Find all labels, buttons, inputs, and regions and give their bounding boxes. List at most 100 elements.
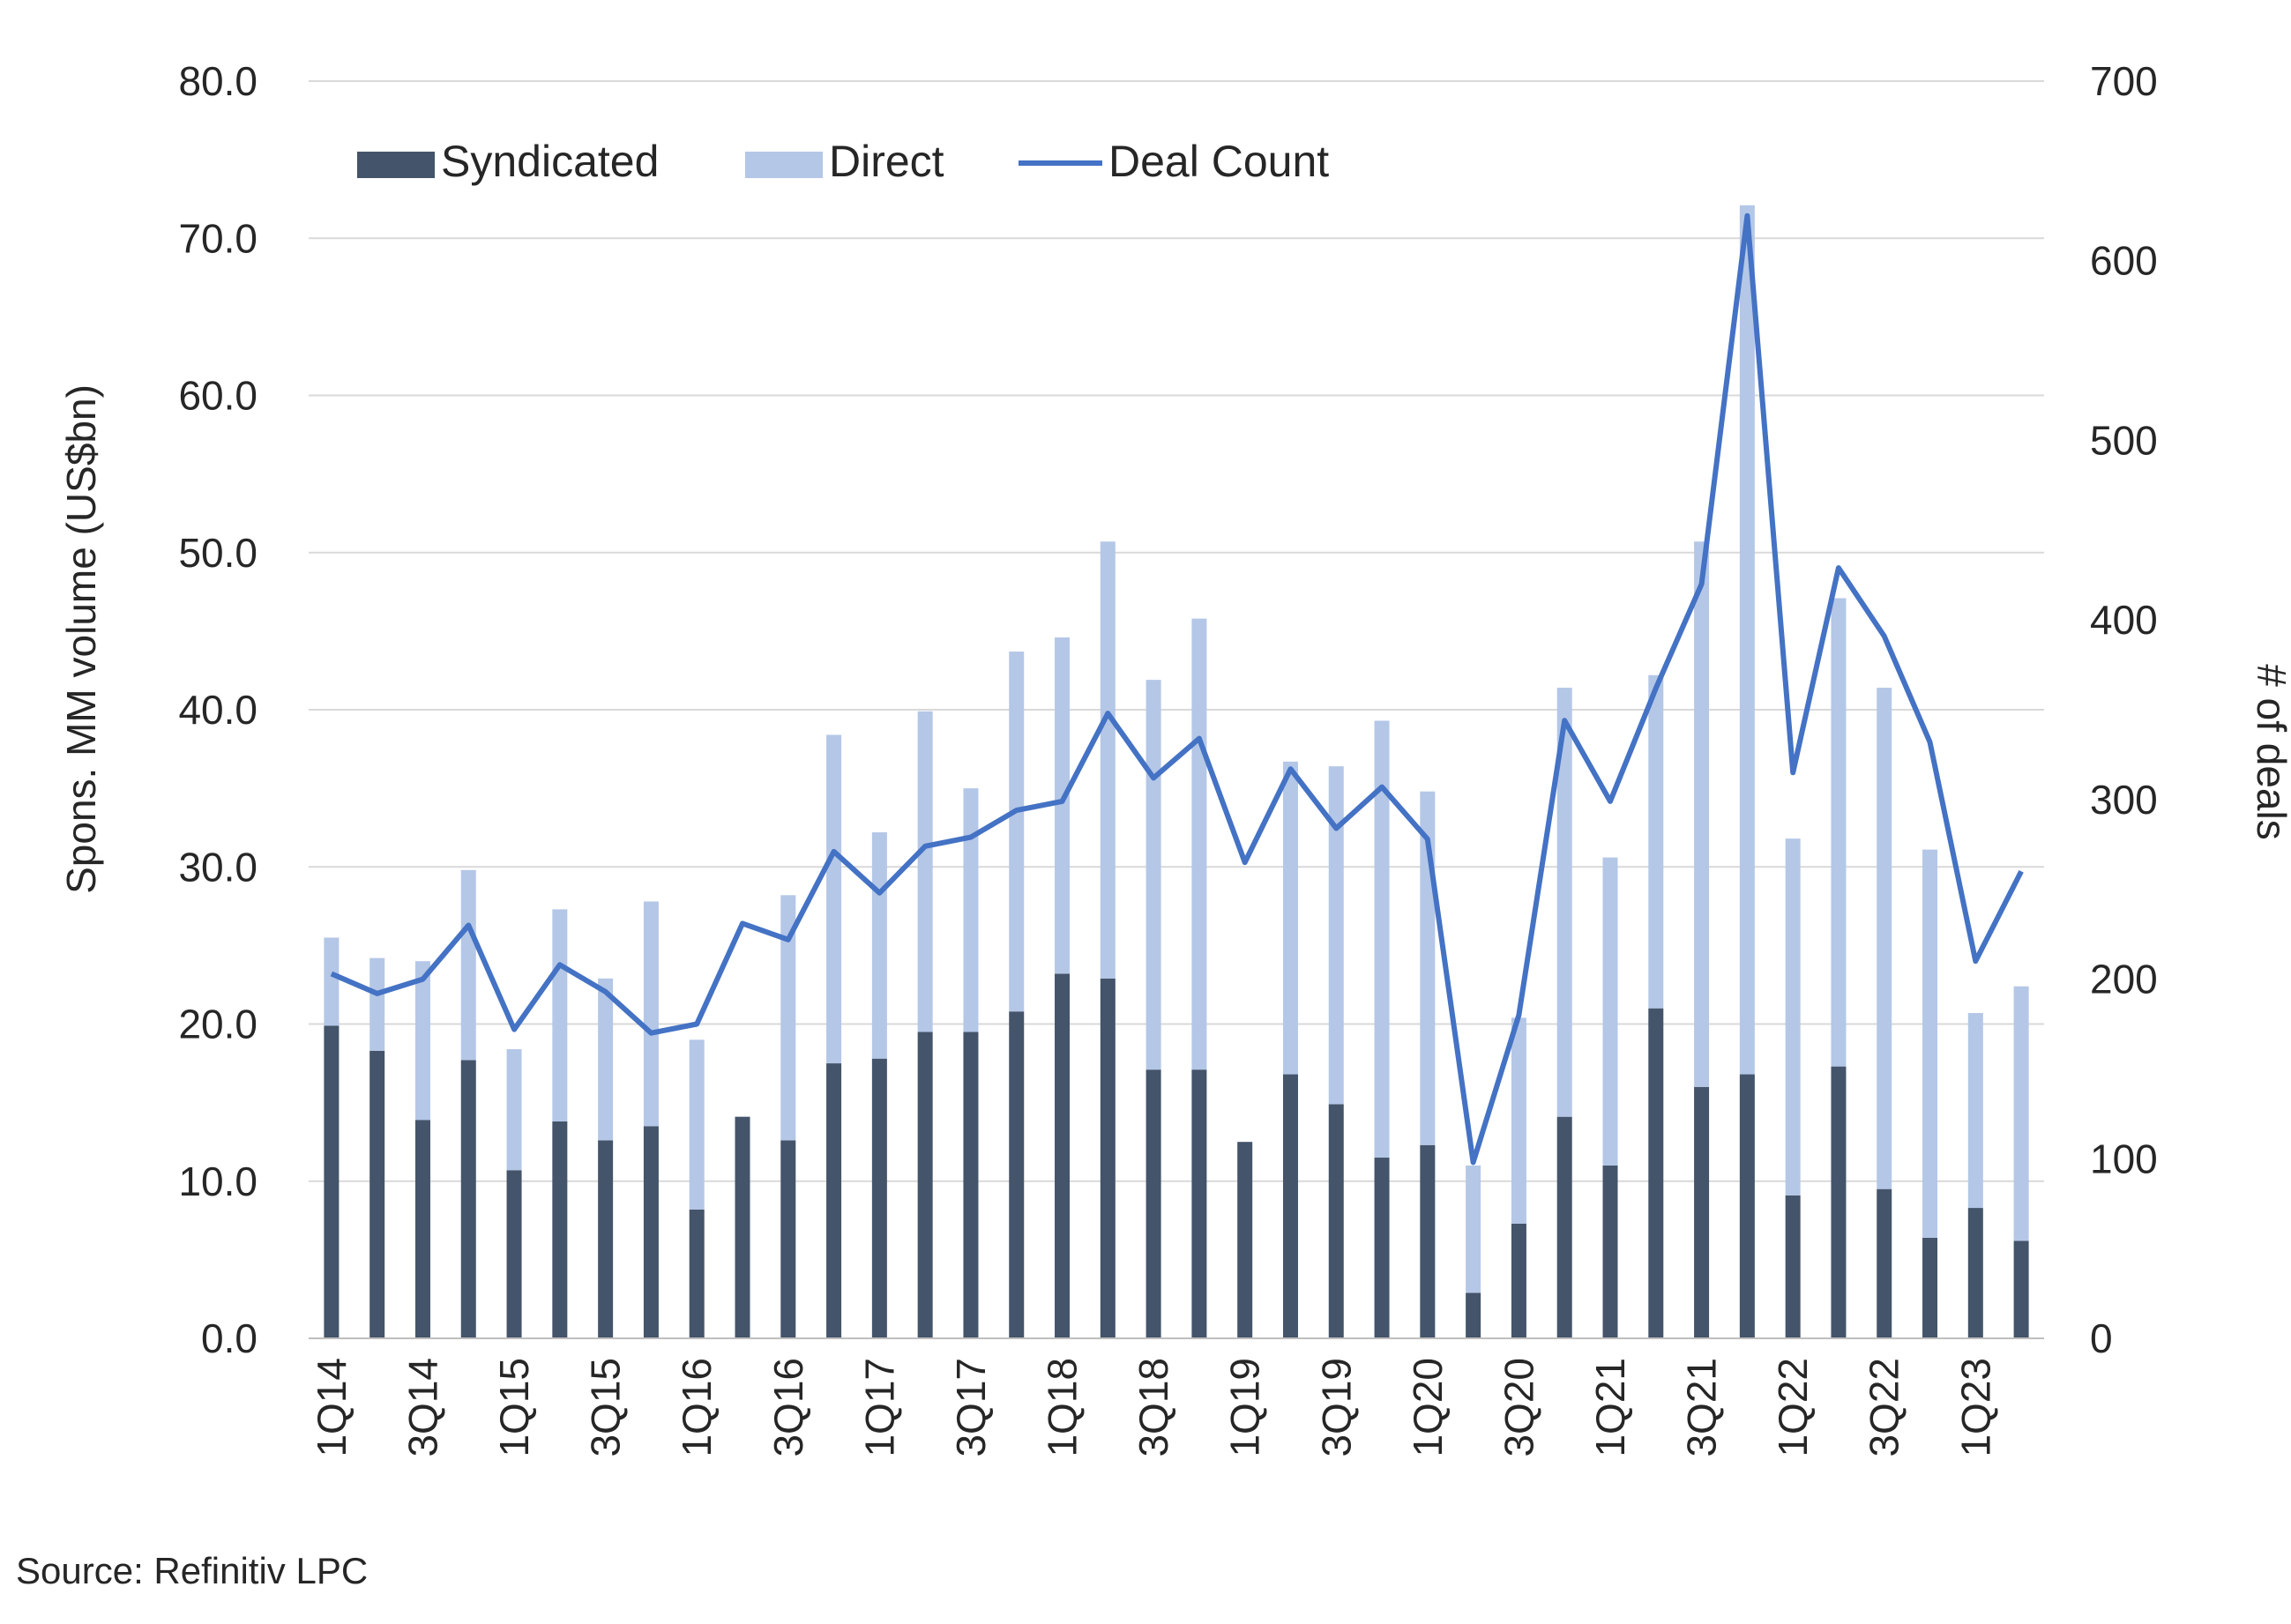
bar-syndicated: [1466, 1292, 1481, 1338]
bar-direct: [1831, 598, 1847, 1067]
bar-direct: [1374, 720, 1390, 1158]
bar-syndicated: [1055, 973, 1071, 1338]
bar-direct: [1466, 1165, 1481, 1293]
legend-swatch-direct: [745, 152, 823, 178]
x-tick-label: 3Q20: [1496, 1358, 1541, 1457]
bar-direct: [552, 909, 568, 1122]
bar-syndicated: [1237, 1142, 1253, 1338]
y-left-tick-label: 10.0: [178, 1158, 257, 1204]
axes: 0.0 10.0 20.0 30.0 40.0 50.0 60.0 70.0 80.0 0 100 2…: [58, 58, 2291, 1457]
deal-count-line-layer: [330, 212, 2024, 1166]
bar-syndicated: [1785, 1195, 1801, 1338]
bar-direct: [1877, 688, 1892, 1189]
x-tick-label: 1Q21: [1587, 1358, 1633, 1457]
bar-direct: [1556, 688, 1572, 1117]
bar-direct: [324, 937, 340, 1026]
gridlines: [309, 80, 2044, 1182]
bar-direct: [506, 1049, 522, 1171]
bar-direct: [460, 869, 476, 1061]
bar-direct: [1967, 1013, 1983, 1209]
bar-direct: [871, 832, 887, 1059]
bar-direct: [1191, 618, 1207, 1070]
bar-direct: [917, 711, 933, 1032]
bar-direct: [2013, 986, 2029, 1241]
x-tick-label: 3Q14: [399, 1358, 445, 1457]
x-tick-label: 1Q23: [1952, 1358, 1998, 1457]
bar-direct: [780, 895, 796, 1141]
bars: [324, 205, 2029, 1338]
y-left-tick-label: 50.0: [178, 530, 257, 576]
bar-syndicated: [506, 1170, 522, 1338]
bar-syndicated: [963, 1032, 979, 1338]
x-tick-label: 3Q18: [1131, 1358, 1176, 1457]
y-left-tick-label: 20.0: [178, 1002, 257, 1047]
legend-label-direct: Direct: [829, 137, 944, 186]
x-tick-label: 3Q15: [583, 1358, 629, 1457]
bar-syndicated: [1922, 1237, 1938, 1338]
bar-syndicated: [1648, 1008, 1664, 1338]
bar-syndicated: [2013, 1240, 2029, 1338]
bar-direct: [689, 1039, 705, 1210]
y-right-tick-label: 600: [2090, 238, 2158, 284]
y-left-tick-label: 80.0: [178, 58, 257, 104]
bar-syndicated: [1009, 1011, 1025, 1338]
legend-swatch-syndicated: [357, 152, 435, 178]
bar-syndicated: [1967, 1208, 1983, 1338]
y-right-tick-label: 300: [2090, 777, 2158, 823]
x-tick-label: 1Q16: [674, 1358, 720, 1457]
bar-syndicated: [1877, 1188, 1892, 1338]
bar-direct: [1739, 205, 1755, 1075]
bar-direct: [826, 734, 842, 1064]
bar-direct: [1648, 674, 1664, 1009]
bar-syndicated: [1146, 1069, 1161, 1338]
bar-direct: [1055, 637, 1071, 974]
bar-syndicated: [1739, 1074, 1755, 1338]
y-right-tick-label: 500: [2090, 417, 2158, 463]
y-right-tick-label: 400: [2090, 597, 2158, 643]
bar-syndicated: [643, 1126, 659, 1338]
bar-syndicated: [324, 1025, 340, 1338]
bar-direct: [414, 961, 430, 1121]
bar-syndicated: [1556, 1116, 1572, 1338]
bar-direct: [1100, 541, 1116, 979]
bar-syndicated: [460, 1060, 476, 1338]
bar-direct: [1146, 680, 1161, 1070]
y-right-tick-label: 200: [2090, 957, 2158, 1002]
x-tick-label: 3Q21: [1679, 1358, 1725, 1457]
y-right-tick-label: 100: [2090, 1136, 2158, 1181]
x-tick-label: 1Q17: [856, 1358, 902, 1457]
bar-direct: [1602, 857, 1618, 1166]
x-tick-label: 1Q18: [1040, 1358, 1086, 1457]
bar-syndicated: [826, 1063, 842, 1338]
y-left-tick-label: 60.0: [178, 373, 257, 419]
x-tick-label: 3Q16: [765, 1358, 811, 1457]
x-tick-label: 1Q14: [309, 1358, 354, 1457]
x-tick-label: 3Q19: [1313, 1358, 1359, 1457]
y-left-tick-label: 40.0: [178, 687, 257, 733]
bar-syndicated: [735, 1116, 750, 1338]
bar-syndicated: [1511, 1223, 1526, 1338]
bar-syndicated: [871, 1058, 887, 1338]
x-tick-label: 1Q19: [1222, 1358, 1268, 1457]
bar-syndicated: [689, 1209, 705, 1338]
bar-syndicated: [1694, 1086, 1710, 1338]
bar-syndicated: [917, 1032, 933, 1338]
y-right-tick-label: 0: [2090, 1315, 2113, 1361]
y-right-axis-title: # of deals: [2249, 664, 2291, 839]
bar-syndicated: [1831, 1066, 1847, 1338]
bar-syndicated: [1420, 1144, 1436, 1338]
y-left-tick-label: 0.0: [201, 1315, 257, 1361]
y-left-axis-title: Spons. MM volume (US$bn): [58, 384, 104, 894]
y-right-tick-label: 700: [2090, 58, 2158, 104]
bar-direct: [1922, 849, 1938, 1238]
bar-syndicated: [1191, 1069, 1207, 1338]
bar-syndicated: [552, 1121, 568, 1338]
source-note: Source: Refinitiv LPC: [16, 1550, 369, 1591]
y-left-tick-label: 70.0: [178, 215, 257, 261]
bar-direct: [1328, 766, 1344, 1105]
x-tick-label: 3Q17: [948, 1358, 994, 1457]
x-tick-label: 1Q22: [1770, 1358, 1816, 1457]
deal-count-line: [330, 212, 2024, 1166]
bar-syndicated: [1328, 1104, 1344, 1338]
